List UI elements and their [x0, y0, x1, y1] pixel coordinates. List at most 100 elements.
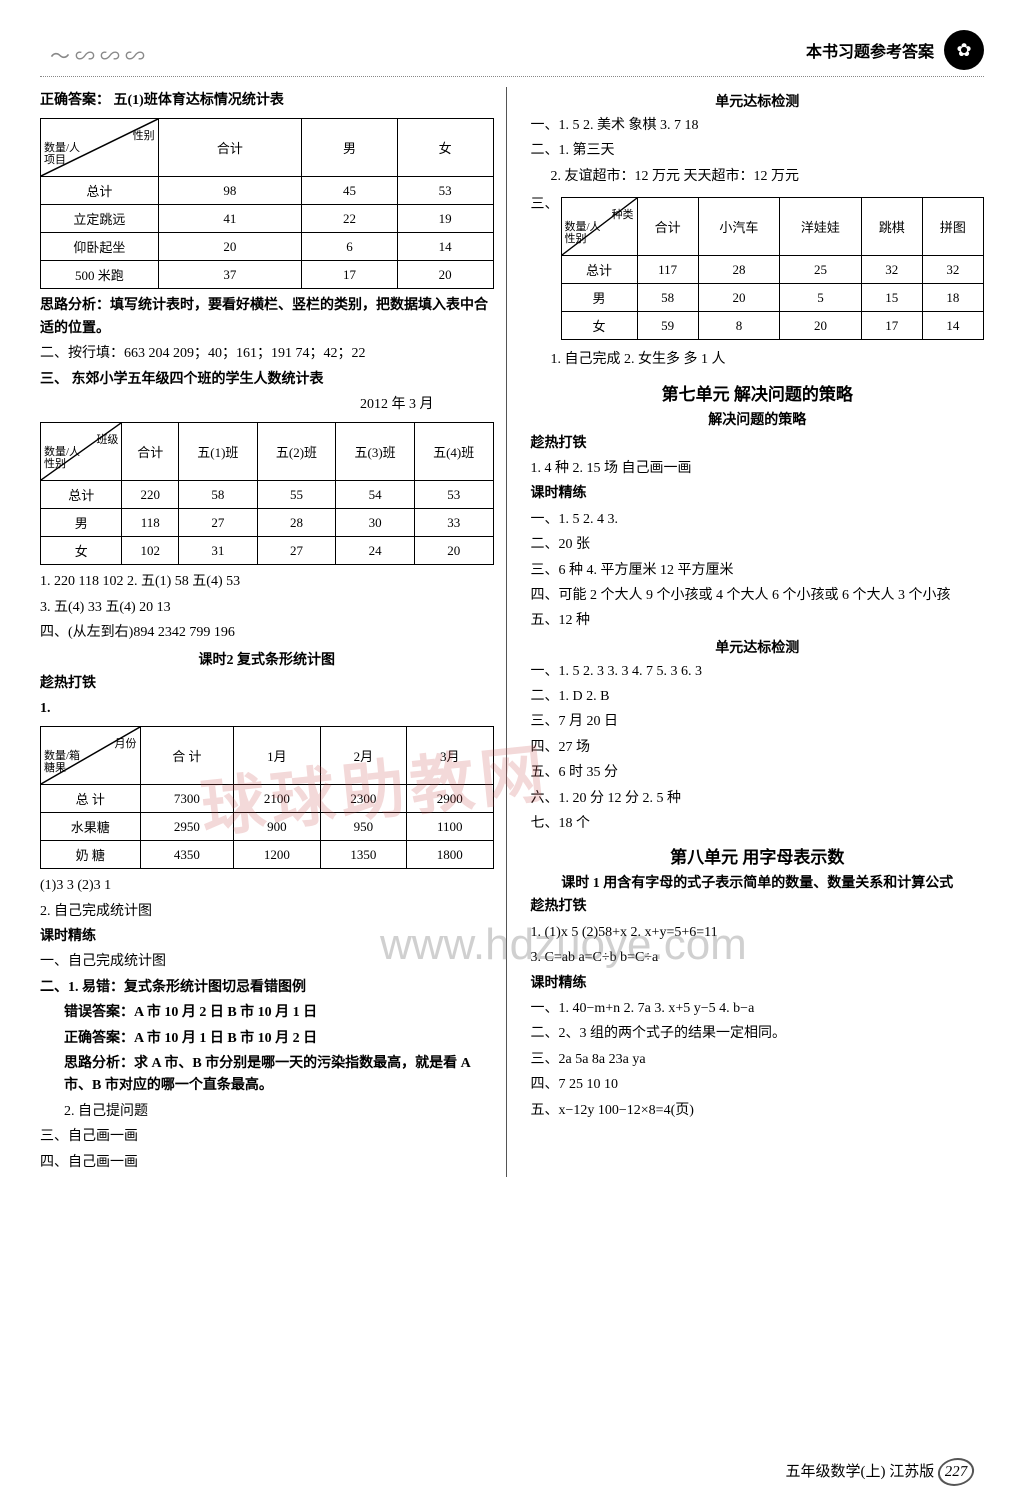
cell: 20 [780, 312, 862, 340]
cell: 男 [41, 509, 122, 537]
cell: 24 [336, 537, 415, 565]
cell: 男 [561, 284, 637, 312]
cell: 27 [179, 509, 258, 537]
cell: 37 [158, 261, 301, 289]
answer-line: 3. 五(4) 33 五(4) 20 13 [40, 597, 494, 619]
cell: 31 [179, 537, 258, 565]
table4: 种类 数量/人 性别 合计 小汽车 洋娃娃 跳棋 拼图 总计1172825323… [561, 197, 985, 340]
cell: 拼图 [922, 198, 983, 256]
heat-label: 趁热打铁 [40, 673, 494, 695]
cell: 33 [414, 509, 493, 537]
unit8-title: 第八单元 用字母表示数 [531, 843, 985, 868]
answer-line: 一、1. 5 2. 4 3. [531, 509, 985, 531]
cell: 118 [122, 509, 179, 537]
cell: 五(4)班 [414, 423, 493, 481]
cell: 1800 [407, 841, 493, 869]
answer-line: 二、1. 第三天 [531, 140, 985, 162]
answer-line: 1. (1)x 5 (2)58+x 2. x+y=5+6=11 [531, 922, 985, 944]
cell: 102 [122, 537, 179, 565]
answer-line: 四、27 场 [531, 737, 985, 759]
cell: 五(2)班 [257, 423, 336, 481]
cell: 27 [257, 537, 336, 565]
t1-col: 女 [397, 119, 493, 177]
cell: 98 [158, 177, 301, 205]
page-footer: 五年级数学(上) 江苏版 227 [786, 1458, 975, 1486]
answer-line: 三、2a 5a 8a 23a ya [531, 1049, 985, 1071]
t4-label: 三、 [531, 194, 561, 216]
table2-title: 三、 东郊小学五年级四个班的学生人数统计表 [40, 369, 494, 391]
t1-diag-top: 性别 [44, 130, 155, 142]
t2-diag-bot: 性别 [44, 458, 118, 470]
answer-line: 五、6 时 35 分 [531, 762, 985, 784]
t1-col: 合计 [158, 119, 301, 177]
cell: 2100 [234, 785, 320, 813]
t2-diag-top: 班级 [44, 434, 118, 446]
cell: 28 [698, 256, 780, 284]
cell: 59 [637, 312, 698, 340]
cell: 20 [414, 537, 493, 565]
cell: 7300 [140, 785, 234, 813]
answer-line: 四、7 25 10 10 [531, 1074, 985, 1096]
answer-line: 一、1. 5 2. 美术 象棋 3. 7 18 [531, 115, 985, 137]
cell: 28 [257, 509, 336, 537]
answer-line: 七、18 个 [531, 813, 985, 835]
answer-line: 一、1. 40−m+n 2. 7a 3. x+5 y−5 4. b−a [531, 998, 985, 1020]
answer-line: 三、自己画一画 [40, 1126, 494, 1148]
cell: 32 [922, 256, 983, 284]
cell: 女 [561, 312, 637, 340]
answer-line: 1. 自己完成 2. 女生多 多 1 人 [531, 349, 985, 371]
cell: 仰卧起坐 [41, 233, 159, 261]
page-number: 227 [936, 1458, 976, 1486]
page-header: 本书习题参考答案 ✿ [40, 30, 984, 77]
cell: 20 [698, 284, 780, 312]
lesson-title: 课时2 复式条形统计图 [40, 649, 494, 669]
header-logo-icon: ✿ [944, 30, 984, 70]
cell: 2300 [320, 785, 406, 813]
table3: 月份 数量/箱 糖果 合 计 1月 2月 3月 总 计7300210023002… [40, 726, 494, 869]
decorative-squiggle: ～ ∽ ∽ ∽ [50, 40, 145, 69]
unit-test2-title: 单元达标检测 [531, 637, 985, 657]
t1-col: 男 [302, 119, 398, 177]
answer-line: 二、2、3 组的两个式子的结果一定相同。 [531, 1023, 985, 1045]
t1-diag-mid: 数量/人 [44, 142, 80, 154]
answer-line: 2. 友谊超市：12 万元 天天超市：12 万元 [531, 166, 985, 188]
answer-line: 2. 自己完成统计图 [40, 901, 494, 923]
answer-line: 一、1. 5 2. 3 3. 3 4. 7 5. 3 6. 3 [531, 661, 985, 683]
answer-line: 2. 自己提问题 [40, 1101, 494, 1123]
cell: 500 米跑 [41, 261, 159, 289]
answer-line: 1. 220 118 102 2. 五(1) 58 五(4) 53 [40, 571, 494, 593]
cell: 3月 [407, 727, 493, 785]
answer-line: 思路分析：求 A 市、B 市分别是哪一天的污染指数最高，就是看 A 市、B 市对… [40, 1053, 494, 1098]
cell: 4350 [140, 841, 234, 869]
answer-line: 二、按行填：663 204 209；40；161；191 74；42；22 [40, 343, 494, 365]
cell: 6 [302, 233, 398, 261]
q-num: 1. [40, 698, 494, 720]
t2-diag-mid: 数量/人 [44, 446, 80, 458]
cell: 53 [414, 481, 493, 509]
cell: 20 [397, 261, 493, 289]
heat-label: 趁热打铁 [531, 896, 985, 918]
cell: 45 [302, 177, 398, 205]
cell: 20 [158, 233, 301, 261]
cell: 17 [861, 312, 922, 340]
cell: 18 [922, 284, 983, 312]
cell: 2月 [320, 727, 406, 785]
t4-diag-top: 种类 [565, 209, 634, 221]
cell: 合 计 [140, 727, 234, 785]
t1-diag-bot: 项目 [44, 154, 155, 166]
cell: 55 [257, 481, 336, 509]
answer-line: 四、自己画一画 [40, 1152, 494, 1174]
cell: 1100 [407, 813, 493, 841]
practice-label: 课时精练 [40, 926, 494, 948]
t3-diag-top: 月份 [44, 738, 137, 750]
table2: 班级 数量/人 性别 合计 五(1)班 五(2)班 五(3)班 五(4)班 总计… [40, 422, 494, 565]
cell: 14 [397, 233, 493, 261]
t3-diag-mid: 数量/箱 [44, 750, 80, 762]
two-column-layout: 正确答案： 五(1)班体育达标情况统计表 性别 数量/人 项目 合计 男 女 总… [40, 87, 984, 1177]
cell: 五(1)班 [179, 423, 258, 481]
answer-line: 四、(从左到右)894 2342 799 196 [40, 622, 494, 644]
unit7-title: 第七单元 解决问题的策略 [531, 380, 985, 405]
table1-title: 正确答案： 五(1)班体育达标情况统计表 [40, 90, 494, 112]
heat-label: 趁热打铁 [531, 433, 985, 455]
cell: 53 [397, 177, 493, 205]
